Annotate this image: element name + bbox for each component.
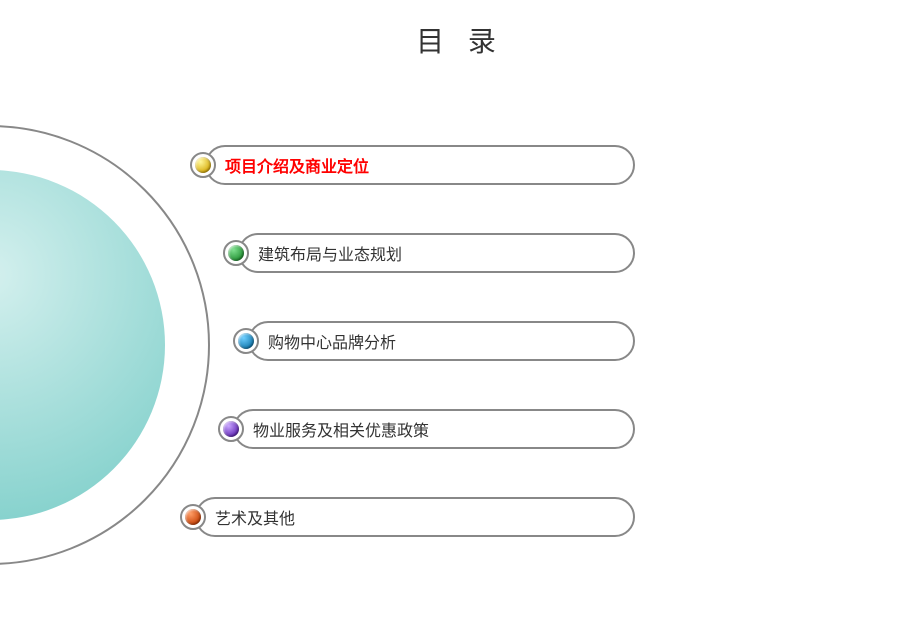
toc-label-0: 项目介绍及商业定位 [225, 153, 369, 177]
toc-bullet-inner-2 [238, 333, 254, 349]
toc-bullet-1 [223, 240, 249, 266]
toc-label-4: 艺术及其他 [215, 505, 295, 529]
toc-pill-3[interactable]: 物业服务及相关优惠政策 [233, 409, 635, 449]
toc-pill-1[interactable]: 建筑布局与业态规划 [238, 233, 635, 273]
toc-pill-4[interactable]: 艺术及其他 [195, 497, 635, 537]
toc-bullet-inner-0 [195, 157, 211, 173]
toc-bullet-2 [233, 328, 259, 354]
toc-bullet-inner-4 [185, 509, 201, 525]
toc-bullet-4 [180, 504, 206, 530]
toc-bullet-0 [190, 152, 216, 178]
toc-pill-2[interactable]: 购物中心品牌分析 [248, 321, 635, 361]
toc-bullet-inner-1 [228, 245, 244, 261]
toc-label-1: 建筑布局与业态规划 [258, 241, 402, 265]
page-title: 目 录 [0, 20, 920, 60]
toc-bullet-inner-3 [223, 421, 239, 437]
toc-pill-0[interactable]: 项目介绍及商业定位 [205, 145, 635, 185]
toc-bullet-3 [218, 416, 244, 442]
toc-label-3: 物业服务及相关优惠政策 [253, 417, 429, 441]
toc-label-2: 购物中心品牌分析 [268, 329, 396, 353]
